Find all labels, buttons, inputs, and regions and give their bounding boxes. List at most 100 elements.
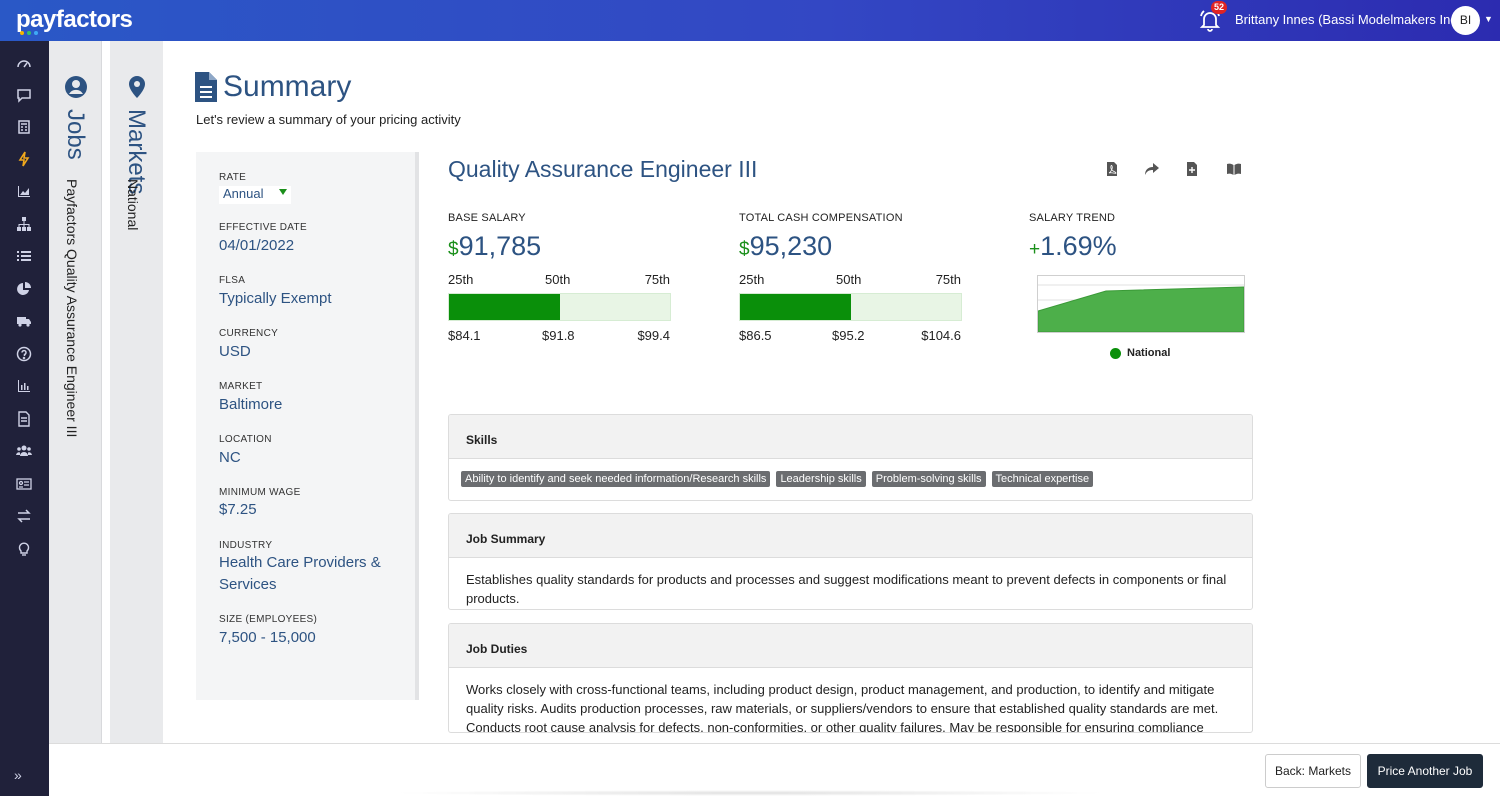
document-icon[interactable] [12,407,36,431]
tcc-p50-value: $95.2 [832,328,865,343]
effective-date-label: EFFECTIVE DATE [219,222,307,233]
skills-header: Skills [449,415,1252,459]
step-divider [102,41,110,743]
step-jobs[interactable]: Jobs Payfactors Quality Assurance Engine… [49,41,102,743]
skill-tag: Technical expertise [991,471,1094,487]
tcc-value: $95,230 [739,231,832,262]
trend-sign: + [1029,239,1041,260]
step-jobs-subtitle: Payfactors Quality Assurance Engineer II… [64,179,80,438]
file-add-icon[interactable] [1182,159,1202,179]
top-header: payfactors 52 Brittany Innes (Bassi Mode… [0,0,1500,41]
base-p75-label: 75th [644,272,670,287]
job-summary-header: Job Summary [449,514,1252,558]
skill-tag: Ability to identify and seek needed info… [461,471,771,487]
base-p25-value: $84.1 [448,328,481,343]
calculator-icon[interactable] [12,115,36,139]
nav-rail: » [0,41,49,796]
minimum-wage-label: MINIMUM WAGE [219,487,301,498]
industry-value: Health Care Providers & Services [219,554,381,593]
bar-chart-icon[interactable] [12,374,36,398]
base-currency-symbol: $ [448,239,459,260]
page-title: Summary [223,70,352,103]
pie-chart-icon[interactable] [12,277,36,301]
trend-legend: National [1110,347,1170,359]
tcc-currency-symbol: $ [739,239,750,260]
dashboard-icon[interactable] [12,51,36,75]
id-card-icon[interactable] [12,472,36,496]
area-chart-icon[interactable] [12,179,36,203]
legend-dot [1110,347,1121,359]
tcc-p75-value: $104.6 [921,328,961,343]
base-p50-value: $91.8 [542,328,575,343]
job-summary-text: Establishes quality standards for produc… [466,572,1227,606]
pricing-details-panel: RATE Annual EFFECTIVE DATE 04/01/2022 FL… [196,152,419,700]
base-salary-label: BASE SALARY [448,212,526,224]
job-title: Quality Assurance Engineer III [448,156,758,182]
job-duties-card: Job Duties Works closely with cross-func… [448,623,1253,733]
lightning-icon[interactable] [12,147,36,171]
chat-icon[interactable] [12,83,36,107]
users-icon[interactable] [12,439,36,463]
step-jobs-title: Jobs [62,109,89,160]
location-value: NC [219,449,241,466]
rate-value: Annual [223,186,264,201]
share-icon[interactable] [1142,159,1162,179]
salary-trend-value: +1.69% [1029,231,1117,262]
back-markets-button[interactable]: Back: Markets [1265,754,1361,788]
market-value: Baltimore [219,396,283,413]
flsa-label: FLSA [219,275,246,286]
price-another-job-button[interactable]: Price Another Job [1367,754,1483,788]
help-icon[interactable] [12,342,36,366]
skill-tag: Leadership skills [776,471,866,487]
avatar[interactable]: BI [1451,6,1480,35]
org-chart-icon[interactable] [12,212,36,236]
rate-label: RATE [219,172,247,183]
skill-tag: Problem-solving skills [871,471,986,487]
trend-percent: 1.69% [1040,231,1117,261]
effective-date-value: 04/01/2022 [219,237,295,254]
chevron-down-icon[interactable]: ▼ [1484,14,1493,24]
book-icon[interactable] [1224,159,1244,179]
minimum-wage-value: $7.25 [219,501,257,518]
user-name[interactable]: Brittany Innes (Bassi Modelmakers Inc.) [1235,12,1465,27]
step-markets[interactable]: Markets National [110,41,163,743]
salary-trend-chart [1037,275,1245,333]
rate-select[interactable]: Annual [219,186,291,204]
transfer-icon[interactable] [12,504,36,528]
logo-dots [20,31,38,35]
lightbulb-icon[interactable] [12,537,36,561]
job-summary-card: Job Summary Establishes quality standard… [448,513,1253,610]
skills-card: Skills Ability to identify and seek need… [448,414,1253,501]
salary-trend-label: SALARY TREND [1029,212,1116,224]
size-value: 7,500 - 15,000 [219,629,316,646]
trend-sparkline [1037,284,1245,333]
base-salary-range-fill [449,294,560,320]
tcc-range-fill [740,294,851,320]
map-pin-icon [129,76,145,98]
file-text-icon [195,72,217,102]
base-salary-amount: 91,785 [458,231,542,261]
job-duties-text: Works closely with cross-functional team… [466,682,1219,733]
tcc-label: TOTAL CASH COMPENSATION [739,212,903,224]
currency-value: USD [219,343,251,360]
market-label: MARKET [219,381,263,392]
tcc-p25-value: $86.5 [739,328,772,343]
currency-label: CURRENCY [219,328,279,339]
base-p75-value: $99.4 [637,328,670,343]
pdf-icon[interactable] [1102,159,1122,179]
tcc-p25-label: 25th [739,272,765,287]
base-p25-label: 25th [448,272,474,287]
base-salary-range-bar [448,293,671,321]
step-markets-subtitle: National [125,179,141,231]
truck-icon[interactable] [12,309,36,333]
expand-rail-icon[interactable]: » [14,767,22,783]
trend-legend-label: National [1127,347,1171,359]
footer-bar [49,743,1500,796]
tcc-range-bar [739,293,962,321]
caret-down-icon [279,189,287,195]
flsa-value: Typically Exempt [219,290,332,307]
page-subtitle: Let's review a summary of your pricing a… [196,112,461,127]
list-icon[interactable] [12,244,36,268]
payfactors-logo[interactable]: payfactors [16,6,133,33]
user-circle-icon [65,76,87,98]
